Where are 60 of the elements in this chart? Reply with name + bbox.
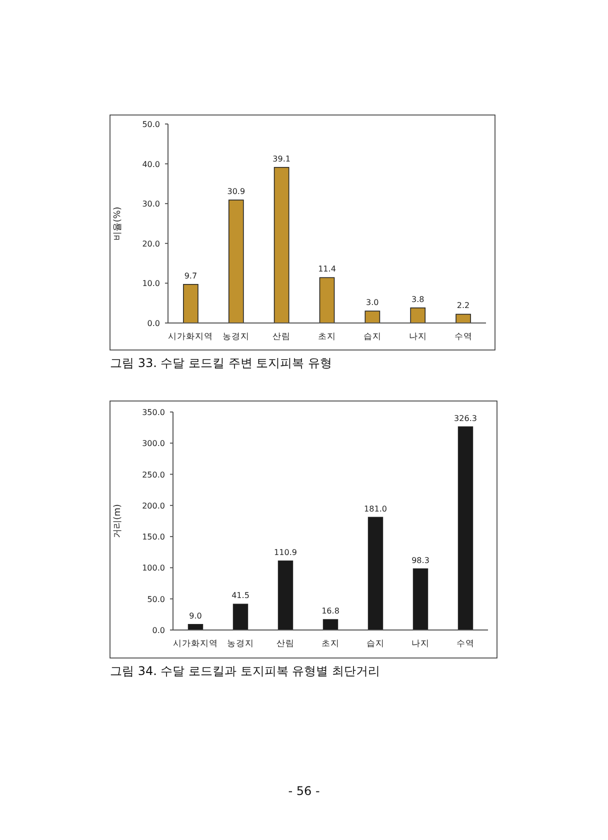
- bar: [274, 166, 290, 324]
- y-tick-label: 100.0: [142, 564, 165, 573]
- x-tick-label: 나지: [412, 639, 430, 649]
- x-tick-label: 초지: [318, 332, 336, 342]
- x-tick-label: 농경지: [227, 639, 254, 649]
- data-label: 41.5: [232, 591, 250, 600]
- data-label: 2.2: [456, 301, 470, 310]
- y-tick-label: 40.0: [142, 160, 160, 169]
- y-axis-title: 거리(m): [113, 504, 123, 538]
- bar: [364, 310, 380, 324]
- y-tick-label: 10.0: [142, 279, 160, 288]
- data-label: 30.9: [227, 187, 246, 196]
- bar: [412, 568, 428, 630]
- data-label: 3.8: [411, 294, 424, 304]
- y-tick-label: 150.0: [142, 532, 165, 542]
- data-label: 9.7: [184, 271, 198, 280]
- y-axis-title: 비율(%): [113, 206, 123, 240]
- y-tick-label: 250.0: [142, 470, 165, 480]
- data-label: 16.8: [322, 606, 340, 616]
- data-label: 326.3: [454, 414, 477, 423]
- x-tick-label: 수역: [456, 639, 474, 649]
- x-tick-label: 나지: [408, 332, 427, 342]
- bar: [319, 277, 335, 324]
- bar: [456, 314, 471, 324]
- y-tick-label: 200.0: [142, 501, 165, 510]
- y-tick-label: 350.0: [142, 408, 165, 417]
- data-label: 9.0: [189, 611, 202, 620]
- bar: [458, 426, 474, 630]
- bar: [232, 604, 248, 630]
- caption: 그림 34. 수달 로드킬과 토지피복 유형별 최단거리: [110, 664, 380, 678]
- x-tick-label: 습지: [366, 639, 384, 649]
- data-label: 181.0: [364, 504, 387, 514]
- bar: [183, 284, 198, 324]
- data-label: 39.1: [272, 154, 290, 164]
- y-tick-label: 20.0: [142, 239, 160, 248]
- y-tick-label: 0.0: [152, 626, 165, 635]
- x-tick-label: 시가화지역: [173, 639, 218, 649]
- x-tick-label: 습지: [363, 332, 382, 342]
- x-tick-label: 산림: [272, 332, 291, 342]
- caption: 그림 33. 수달 로드킬 주변 토지피복 유형: [110, 356, 332, 370]
- x-tick-label: 산림: [276, 639, 294, 649]
- x-tick-label: 시가화지역: [168, 332, 214, 342]
- bar: [228, 200, 244, 324]
- data-label: 3.0: [366, 298, 379, 308]
- x-tick-label: 농경지: [222, 332, 250, 342]
- y-tick-label: 50.0: [147, 594, 165, 604]
- x-tick-label: 초지: [322, 639, 340, 649]
- data-label: 110.9: [274, 548, 297, 557]
- y-tick-label: 50.0: [142, 120, 160, 129]
- data-label: 11.4: [318, 264, 336, 274]
- y-tick-label: 30.0: [142, 200, 160, 209]
- bar: [368, 516, 384, 630]
- bar: [410, 307, 426, 324]
- x-tick-label: 수역: [454, 332, 472, 342]
- y-tick-label: 300.0: [142, 439, 165, 448]
- bar: [322, 619, 338, 630]
- text: - 56 -: [288, 784, 320, 798]
- bar: [278, 560, 294, 630]
- y-tick-label: 0.0: [147, 319, 160, 328]
- data-label: 98.3: [412, 556, 430, 565]
